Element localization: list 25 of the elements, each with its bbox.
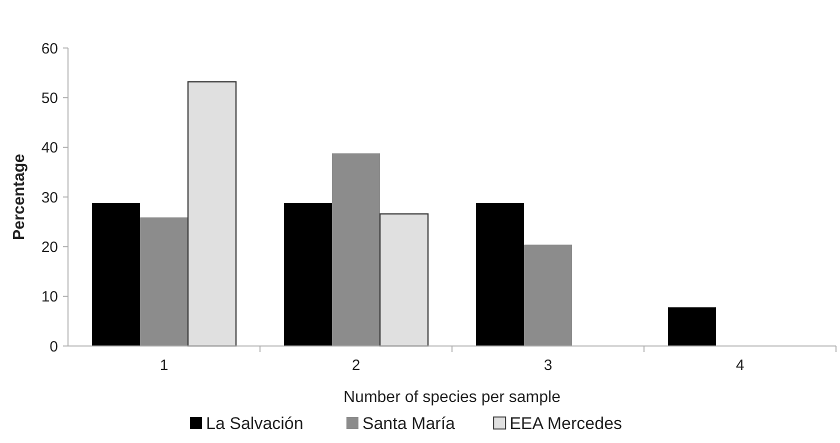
x-tick-label: 4: [736, 357, 744, 374]
bar: [524, 244, 572, 346]
y-tick-label: 60: [41, 40, 58, 58]
bar: [92, 202, 140, 346]
bar: [284, 202, 332, 346]
bar: [379, 213, 429, 347]
bar: [476, 202, 524, 346]
bar: [668, 307, 716, 346]
legend-label: EEA Mercedes: [510, 414, 622, 433]
bar: [332, 153, 380, 346]
x-axis-title: Number of species per sample: [344, 389, 561, 406]
x-tick-label: 3: [544, 357, 552, 374]
y-tick-label: 50: [41, 90, 58, 107]
bar: [187, 81, 237, 347]
bar: [140, 217, 188, 346]
y-tick-label: 0: [50, 338, 58, 356]
y-tick-label: 10: [41, 288, 58, 306]
x-tick-label: 1: [160, 357, 168, 374]
legend-label: Santa María: [362, 414, 456, 433]
y-tick-label: 40: [41, 140, 58, 157]
y-tick-label: 30: [41, 189, 58, 206]
y-tick-label: 20: [41, 238, 58, 256]
x-tick-label: 2: [352, 357, 360, 374]
legend-label: La Salvación: [206, 414, 304, 433]
y-axis-title: Percentage: [11, 154, 28, 240]
